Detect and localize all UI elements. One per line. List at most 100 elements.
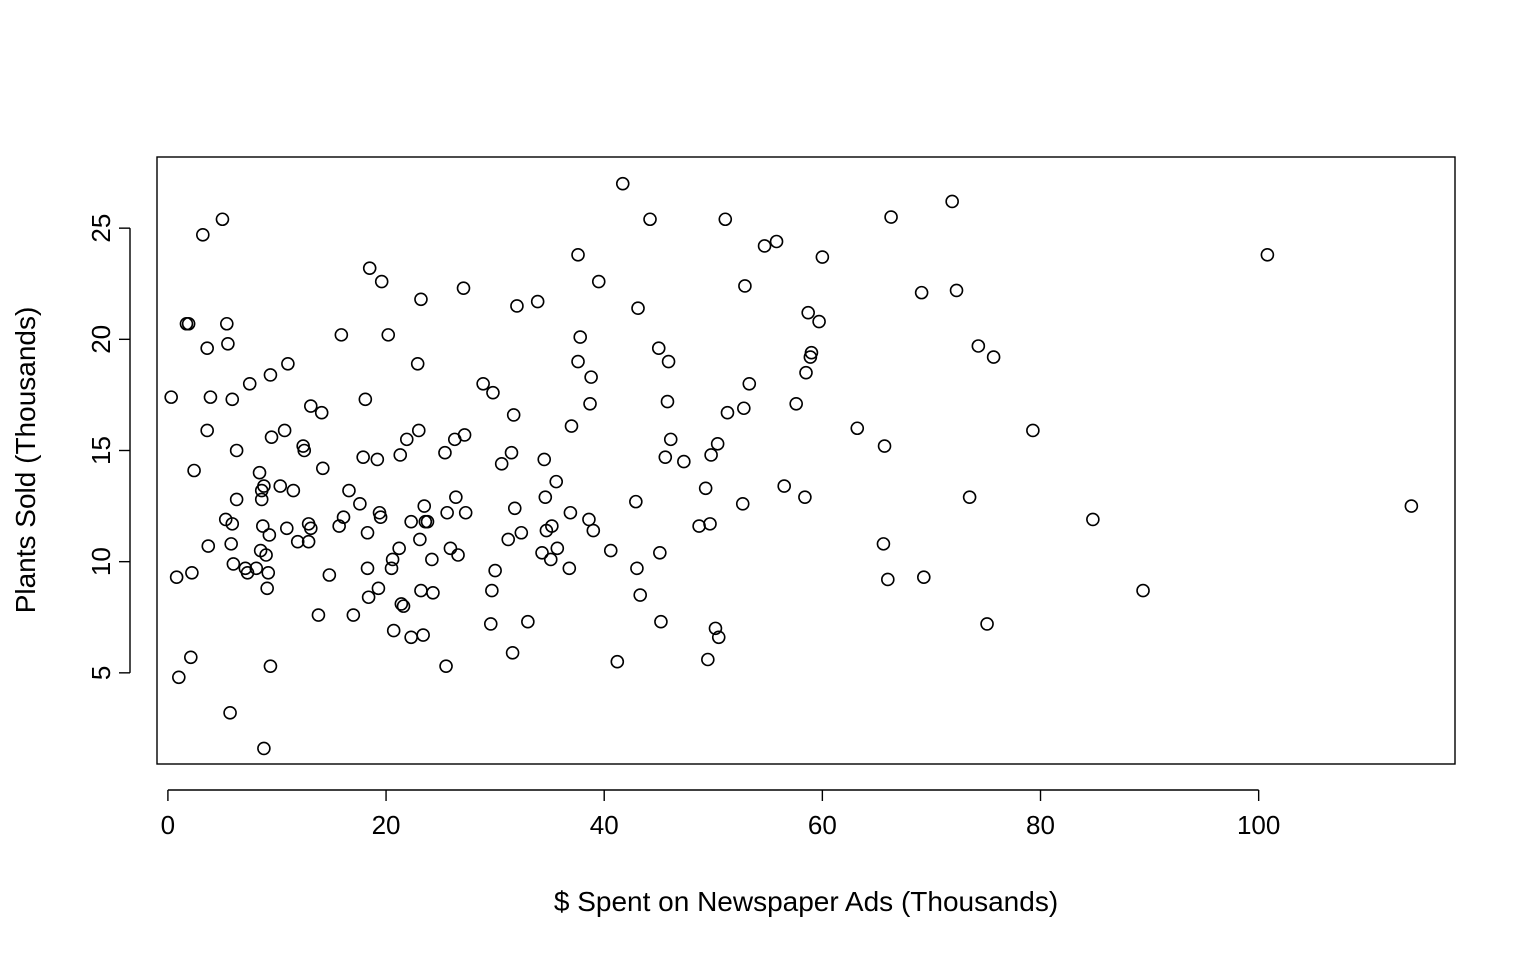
data-point (798, 490, 812, 504)
data-point (315, 461, 330, 476)
y-tick-label: 20 (86, 325, 116, 354)
data-point (279, 521, 294, 536)
data-point (196, 228, 210, 242)
data-point (414, 292, 428, 307)
data-point (374, 274, 389, 289)
data-point (281, 356, 295, 371)
data-point (945, 194, 959, 209)
data-point (404, 514, 418, 529)
data-point (314, 405, 329, 420)
data-point (416, 628, 430, 642)
data-point (583, 397, 597, 411)
data-point (353, 497, 367, 511)
data-point (411, 423, 426, 438)
data-point (799, 365, 813, 380)
data-point (370, 452, 385, 467)
data-point (711, 630, 726, 645)
data-point (876, 537, 891, 551)
plot-frame (156, 156, 1456, 765)
data-point (257, 479, 271, 493)
data-point (720, 405, 735, 420)
data-point (221, 336, 235, 351)
data-point (451, 548, 465, 562)
data-point (225, 517, 240, 531)
data-point (394, 597, 409, 611)
data-point (661, 354, 676, 369)
data-point (385, 552, 400, 567)
data-point (738, 279, 752, 293)
data-point (449, 490, 463, 504)
data-point (392, 541, 406, 556)
data-point (425, 552, 439, 567)
data-point (336, 510, 351, 524)
x-tick-label: 0 (161, 810, 175, 840)
data-point (562, 561, 577, 576)
data-point (543, 552, 558, 567)
data-point (631, 301, 645, 315)
y-tick-label: 10 (86, 547, 116, 576)
data-point (203, 390, 218, 404)
data-point (262, 528, 277, 542)
data-point (426, 585, 440, 600)
data-point (692, 519, 706, 533)
data-point (263, 659, 278, 673)
data-point (812, 314, 826, 329)
y-tick-label: 25 (86, 214, 116, 243)
data-point (538, 490, 553, 504)
data-point (277, 423, 292, 438)
data-point (501, 532, 516, 547)
data-point (654, 614, 668, 629)
data-point (438, 445, 452, 460)
data-point (504, 445, 519, 460)
data-point (653, 545, 667, 560)
data-point (362, 261, 377, 275)
data-point (535, 545, 549, 560)
data-point (549, 474, 564, 489)
x-axis: 0 20 40 60 80 100 (161, 789, 1280, 840)
data-point (573, 330, 588, 344)
data-point (510, 299, 524, 313)
data-point (677, 454, 691, 469)
data-point (514, 525, 529, 540)
data-point (917, 570, 931, 585)
data-point (356, 450, 370, 464)
data-point (440, 505, 454, 520)
data-point (229, 443, 244, 458)
x-tick-label: 80 (1026, 810, 1055, 840)
data-point (169, 570, 184, 585)
data-point (804, 345, 819, 360)
data-point (769, 234, 784, 249)
data-point (185, 565, 199, 580)
data-point (322, 568, 337, 582)
data-point (220, 316, 234, 331)
data-point (360, 525, 375, 540)
data-point (361, 590, 376, 605)
data-point (164, 390, 178, 404)
data-point (259, 548, 273, 562)
data-point (881, 572, 895, 587)
data-point (643, 212, 657, 227)
data-point (360, 561, 375, 576)
y-axis-title: Plants Sold (Thousands) (10, 307, 41, 614)
data-point (708, 621, 723, 636)
x-tick-label: 60 (808, 810, 837, 840)
data-point (815, 250, 830, 264)
data-point (789, 397, 803, 411)
data-point (290, 534, 305, 549)
data-point (458, 505, 473, 520)
data-point (257, 741, 271, 756)
data-point (229, 492, 244, 507)
data-point (200, 341, 214, 356)
data-point (260, 581, 274, 596)
data-point (249, 561, 264, 576)
data-point (629, 494, 643, 509)
data-point (591, 274, 606, 289)
data-point (507, 501, 522, 516)
data-point (1136, 583, 1150, 598)
data-point (181, 316, 196, 331)
data-point (346, 608, 361, 622)
data-point (698, 481, 713, 496)
data-point (286, 483, 301, 498)
data-point (273, 479, 288, 493)
